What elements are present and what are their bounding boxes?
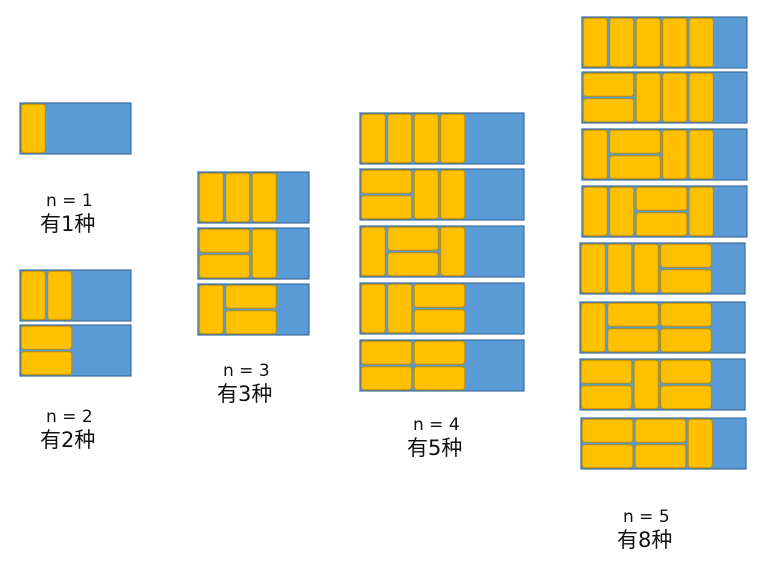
horizontal-domino [387,252,439,277]
horizontal-domino [198,228,251,253]
vertical-domino [20,270,46,321]
vertical-domino [440,113,466,164]
vertical-domino [633,243,659,294]
vertical-domino [580,243,606,294]
horizontal-domino [580,359,633,384]
caption-n1: n = 1 有1种 [40,191,96,236]
horizontal-domino [413,283,466,308]
horizontal-domino [581,444,634,469]
count-label: 有5种 [407,435,463,460]
horizontal-domino [387,226,439,251]
horizontal-domino [413,340,466,365]
caption-n3: n = 3 有3种 [217,361,273,406]
vertical-domino [580,302,606,353]
vertical-domino [662,72,688,123]
vertical-domino [609,17,635,68]
horizontal-domino [360,366,413,391]
caption-n2: n = 2 有2种 [40,407,96,452]
vertical-domino [582,186,608,237]
horizontal-domino [581,418,634,443]
vertical-domino [635,72,661,123]
horizontal-domino [609,155,661,180]
horizontal-domino [582,98,635,123]
horizontal-domino [360,195,413,220]
horizontal-domino [360,340,413,365]
vertical-domino [47,270,73,321]
vertical-domino [225,172,251,223]
horizontal-domino [360,169,413,194]
vertical-domino [440,169,466,220]
vertical-domino [198,284,224,335]
horizontal-domino [20,325,73,350]
vertical-domino [360,113,386,164]
horizontal-domino [634,444,687,469]
group-g5 [579,16,748,470]
horizontal-domino [635,212,688,237]
horizontal-domino [20,351,73,376]
horizontal-domino [413,366,466,391]
vertical-domino [251,172,277,223]
group-g4 [359,112,525,392]
vertical-domino [582,17,608,68]
horizontal-domino [609,129,661,154]
vertical-domino [688,17,714,68]
vertical-domino [20,103,46,154]
count-label: 有8种 [617,527,673,552]
vertical-domino [609,186,635,237]
horizontal-domino [413,309,466,334]
horizontal-domino [660,269,712,294]
horizontal-domino [635,186,688,211]
n-value-label: n = 2 [46,407,93,427]
caption-n5: n = 5 有8种 [617,507,673,552]
horizontal-domino [607,302,659,327]
vertical-domino [251,228,277,279]
horizontal-domino [225,310,277,335]
vertical-domino [635,17,661,68]
vertical-domino [413,169,439,220]
vertical-domino [662,129,688,180]
vertical-domino [688,186,714,237]
horizontal-domino [634,418,687,443]
horizontal-domino [607,328,659,353]
vertical-domino [688,72,714,123]
horizontal-domino [660,385,712,410]
vertical-domino [198,172,224,223]
horizontal-domino [660,302,712,327]
horizontal-domino [580,385,633,410]
vertical-domino [688,129,714,180]
count-label: 有3种 [217,381,273,406]
vertical-domino [413,113,439,164]
horizontal-domino [582,72,635,97]
vertical-domino [607,243,633,294]
count-label: 有1种 [40,211,96,236]
vertical-domino [662,17,688,68]
caption-n4: n = 4 有5种 [407,415,463,460]
horizontal-domino [225,284,277,309]
group-g1 [19,102,132,155]
vertical-domino [687,418,713,469]
horizontal-domino [660,243,712,268]
count-label: 有2种 [40,427,96,452]
n-value-label: n = 3 [223,361,270,381]
vertical-domino [440,226,466,277]
vertical-domino [633,359,659,410]
n-value-label: n = 4 [413,415,460,435]
n-value-label: n = 5 [623,507,670,527]
vertical-domino [582,129,608,180]
vertical-domino [360,283,386,334]
group-g3 [197,171,310,336]
horizontal-domino [198,254,251,279]
n-value-label: n = 1 [46,191,93,211]
horizontal-domino [660,328,712,353]
group-g2 [19,269,132,377]
vertical-domino [387,283,413,334]
horizontal-domino [660,359,712,384]
vertical-domino [360,226,386,277]
vertical-domino [387,113,413,164]
